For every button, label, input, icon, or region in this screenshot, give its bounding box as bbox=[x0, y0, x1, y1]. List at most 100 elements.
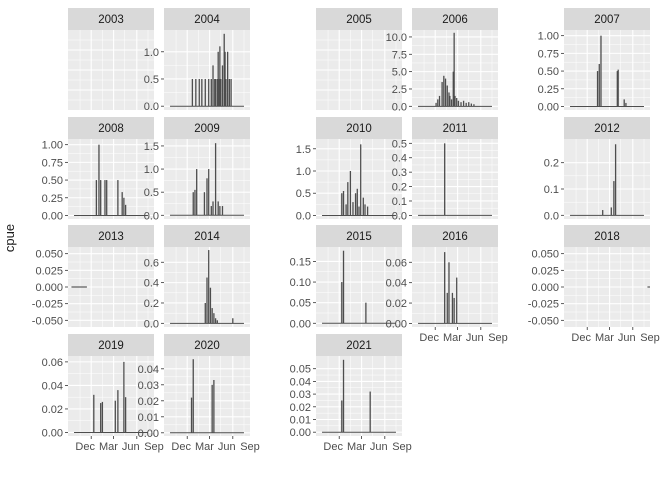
y-tick-label: 0.05 bbox=[290, 298, 311, 310]
x-tick-label: Dec bbox=[323, 441, 343, 453]
facet-panel-2010: 2010 0.0 0.5 1.0 1.5 bbox=[296, 117, 402, 222]
panel-background bbox=[316, 247, 402, 327]
facet-panel-2018: 2018 -0.050 -0.025 0.000 0.025 0.050 Dec Mar Jun… bbox=[528, 225, 660, 344]
y-tick-label: 0.3 bbox=[392, 167, 407, 179]
y-tick-label: 0.2 bbox=[544, 158, 559, 170]
y-tick-label: 0.15 bbox=[290, 256, 311, 268]
facet-panel-2004: 2004 0.0 0.5 1.0 bbox=[144, 8, 250, 113]
facet-panel-2007: 2007 0.00 0.25 0.50 0.75 1.00 bbox=[538, 8, 650, 113]
facet-strip-label: 2003 bbox=[98, 14, 124, 26]
facet-strip bbox=[412, 8, 498, 30]
facet-panel-2013: 2013 -0.050 -0.025 0.000 0.025 0.050 bbox=[32, 225, 154, 327]
panel-background bbox=[316, 356, 402, 436]
y-tick-label: 1.5 bbox=[296, 144, 311, 156]
facet-strip bbox=[164, 117, 250, 139]
y-tick-label: 0.02 bbox=[138, 396, 159, 408]
panel-background bbox=[564, 30, 650, 110]
y-tick-label: -0.050 bbox=[528, 315, 559, 327]
facet-strip bbox=[316, 117, 402, 139]
y-tick-label: 0.02 bbox=[386, 298, 407, 310]
y-tick-label: 0.050 bbox=[531, 249, 559, 261]
facet-strip-label: 2018 bbox=[594, 231, 620, 243]
facet-strip-label: 2010 bbox=[346, 123, 372, 135]
facet-strip-label: 2016 bbox=[442, 231, 468, 243]
y-tick-label: 0.00 bbox=[42, 427, 63, 439]
facet-panel-2009: 2009 0.0 0.5 1.0 1.5 bbox=[144, 117, 250, 222]
y-tick-label: 0.2 bbox=[144, 298, 159, 310]
facet-panel-2008: 2008 0.00 0.25 0.50 0.75 1.00 bbox=[42, 117, 154, 222]
y-tick-label: 0.0 bbox=[296, 210, 311, 222]
facet-strip-label: 2012 bbox=[594, 123, 620, 135]
x-tick-label: Jun bbox=[218, 441, 236, 453]
facet-strip-label: 2015 bbox=[346, 231, 372, 243]
facet-panel-2015: 2015 0.00 0.05 0.10 0.15 bbox=[290, 225, 402, 330]
y-tick-label: 0.6 bbox=[144, 257, 159, 269]
facet-strip bbox=[412, 117, 498, 139]
panel-background bbox=[316, 139, 402, 219]
y-tick-label: 0.04 bbox=[386, 278, 407, 290]
y-tick-label: 0.06 bbox=[386, 257, 407, 269]
x-tick-label: Jun bbox=[466, 332, 484, 344]
panel-background bbox=[164, 356, 250, 436]
facet-strip-label: 2011 bbox=[443, 123, 468, 135]
facet-strip bbox=[164, 334, 250, 356]
facet-strip bbox=[164, 225, 250, 247]
x-tick-label: Jun bbox=[122, 441, 140, 453]
y-tick-label: -0.050 bbox=[32, 315, 63, 327]
y-tick-label: 2.5 bbox=[392, 84, 407, 96]
y-tick-label: 0.00 bbox=[138, 428, 159, 440]
y-tick-label: 0.02 bbox=[42, 404, 63, 416]
y-tick-label: 0.50 bbox=[538, 66, 559, 78]
x-tick-label: Dec bbox=[171, 441, 191, 453]
y-tick-label: 0.0 bbox=[392, 101, 407, 113]
y-tick-label: 0.4 bbox=[144, 278, 159, 290]
facet-strip bbox=[68, 225, 154, 247]
x-tick-label: Sep bbox=[240, 441, 260, 453]
facet-strip bbox=[316, 225, 402, 247]
facet-strip-label: 2005 bbox=[346, 14, 372, 26]
facet-strip-label: 2004 bbox=[194, 14, 220, 26]
facet-panel-2014: 2014 0.0 0.2 0.4 0.6 bbox=[144, 225, 250, 330]
y-tick-label: 7.5 bbox=[392, 49, 407, 61]
facet-panel-2021: 2021 0.000.010.020.030.040.05 Dec Mar Jun Sep bbox=[290, 334, 412, 453]
y-tick-label: 0.1 bbox=[544, 184, 559, 196]
panel-background bbox=[164, 30, 250, 110]
y-tick-label: 10.0 bbox=[386, 32, 407, 44]
x-tick-label: Mar bbox=[99, 441, 118, 453]
facet-panel-2012: 2012 0.0 0.1 0.2 bbox=[544, 117, 650, 222]
y-tick-label: 0.10 bbox=[290, 277, 311, 289]
facet-panel-2016: 2016 0.00 0.02 0.04 0.06 Dec Mar Jun Sep bbox=[386, 225, 508, 344]
x-tick-label: Sep bbox=[488, 332, 508, 344]
y-tick-label: 0.75 bbox=[42, 157, 63, 169]
facet-strip bbox=[164, 8, 250, 30]
facet-strip-label: 2014 bbox=[194, 231, 220, 243]
y-tick-label: 0.1 bbox=[392, 196, 407, 208]
facet-strip-label: 2013 bbox=[98, 231, 124, 243]
facet-strip-label: 2006 bbox=[442, 14, 468, 26]
y-tick-label: 0.5 bbox=[392, 138, 407, 150]
x-tick-label: Dec bbox=[571, 332, 591, 344]
y-tick-label: 0.5 bbox=[144, 187, 159, 199]
y-tick-label: 0.01 bbox=[138, 412, 159, 424]
panel-background bbox=[68, 139, 154, 219]
facet-strip-label: 2020 bbox=[194, 340, 220, 352]
x-tick-label: Mar bbox=[595, 332, 614, 344]
y-tick-label: 0.5 bbox=[144, 74, 159, 86]
y-tick-label: 1.0 bbox=[296, 166, 311, 178]
facet-panel-2006: 2006 0.0 2.5 5.0 7.5 10.0 bbox=[386, 8, 498, 113]
y-tick-label: 0.0 bbox=[144, 101, 159, 113]
y-tick-label: 0.25 bbox=[538, 84, 559, 96]
y-tick-label: 0.01 bbox=[290, 414, 311, 426]
facet-strip bbox=[316, 334, 402, 356]
y-tick-label: 0.25 bbox=[42, 193, 63, 205]
y-tick-label: 0.03 bbox=[290, 389, 311, 401]
facet-strip bbox=[68, 8, 154, 30]
panel-background bbox=[564, 139, 650, 219]
y-tick-label: 0.025 bbox=[531, 265, 559, 277]
facet-panel-2005: 2005 bbox=[316, 8, 402, 110]
y-tick-label: 0.05 bbox=[290, 364, 311, 376]
facet-panels: 2003 2004 0.0 0.5 1.0 2005 2006 0.0 2.5 5.0 7.5 10.… bbox=[32, 8, 660, 453]
x-tick-label: Sep bbox=[392, 441, 412, 453]
y-tick-label: 0.75 bbox=[538, 48, 559, 60]
